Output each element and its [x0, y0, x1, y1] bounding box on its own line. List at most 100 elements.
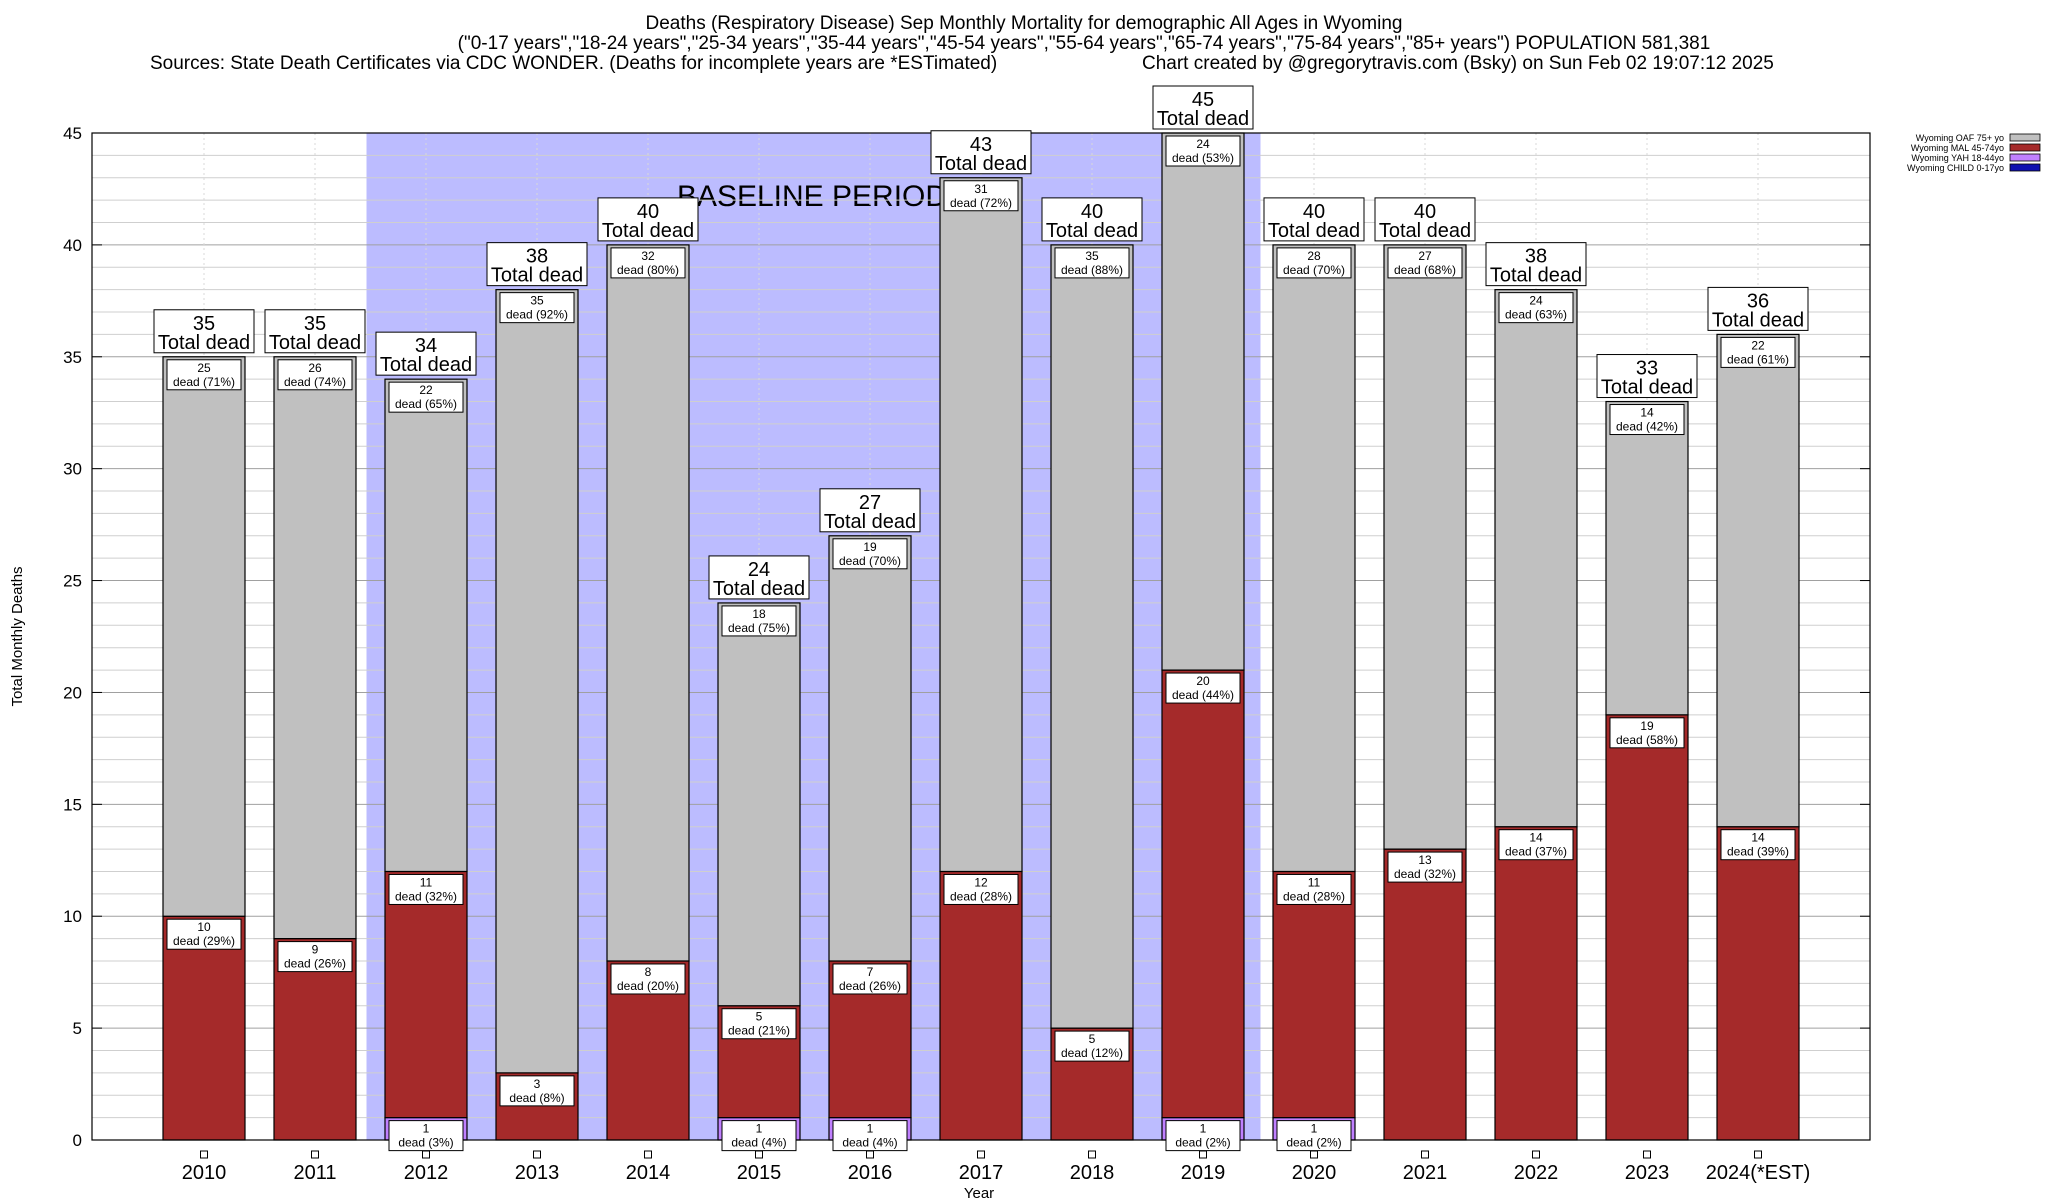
chart-title: Deaths (Respiratory Disease) Sep Monthly… — [645, 13, 1403, 34]
legend-swatch — [2009, 153, 2041, 162]
segment-percent: dead (74%) — [284, 375, 346, 389]
segment-value: 12 — [974, 875, 988, 889]
bar-segment-2019-2 — [1161, 669, 1245, 1119]
bar-segment-2010-2 — [162, 915, 246, 1141]
segment-percent: dead (68%) — [1394, 263, 1456, 277]
segment-label-box — [1609, 404, 1685, 436]
total-label-box — [597, 197, 699, 242]
total-value: 27 — [859, 492, 881, 514]
x-tick-label: 2019 — [1181, 1162, 1226, 1184]
segment-label-box — [1276, 247, 1352, 279]
y-tick-label: 5 — [73, 1019, 82, 1038]
x-tick-label: 2022 — [1514, 1162, 1559, 1184]
total-text: Total dead — [1712, 309, 1804, 331]
segment-value: 9 — [312, 943, 319, 957]
segment-value: 11 — [1308, 875, 1321, 889]
segment-percent: dead (8%) — [509, 1091, 564, 1105]
bar-segment-2017-3 — [939, 177, 1023, 873]
segment-percent: dead (37%) — [1505, 845, 1567, 859]
x-tick-marker — [200, 1150, 208, 1159]
segment-percent: dead (28%) — [1283, 889, 1345, 903]
bars — [162, 132, 1800, 1141]
total-value: 40 — [1303, 201, 1325, 223]
total-value: 40 — [1414, 201, 1436, 223]
segment-label-box — [1276, 873, 1352, 905]
x-tick-label: 2016 — [848, 1162, 893, 1184]
total-text: Total dead — [935, 153, 1027, 175]
segment-percent: dead (58%) — [1616, 733, 1678, 747]
total-value: 38 — [526, 246, 548, 268]
total-text: Total dead — [824, 511, 916, 533]
segment-percent: dead (32%) — [395, 889, 457, 903]
segment-value: 10 — [197, 920, 211, 934]
segment-label-box — [832, 963, 908, 995]
segment-percent: dead (44%) — [1172, 688, 1234, 702]
total-label-box — [1596, 354, 1698, 399]
x-tick-label: 2013 — [515, 1162, 560, 1184]
bar-segment-2011-3 — [273, 356, 357, 940]
segment-percent: dead (75%) — [728, 621, 790, 635]
y-tick-label: 40 — [63, 236, 82, 255]
segment-percent: dead (80%) — [617, 263, 679, 277]
x-tick-marker — [1532, 1150, 1540, 1159]
segment-percent: dead (12%) — [1061, 1046, 1123, 1060]
segment-value: 22 — [419, 383, 433, 397]
bar-segment-2018-3 — [1050, 244, 1134, 1029]
total-label-box — [1374, 197, 1476, 242]
x-tick-marker — [866, 1150, 874, 1159]
total-value: 38 — [1525, 246, 1547, 268]
total-text: Total dead — [1268, 220, 1360, 242]
x-axis-label: Year — [964, 1185, 994, 1200]
total-value: 35 — [304, 313, 326, 335]
segment-label-box — [943, 180, 1019, 212]
total-text: Total dead — [1379, 220, 1471, 242]
x-tick-label: 2010 — [182, 1162, 227, 1184]
segment-label-box — [1387, 851, 1463, 883]
bar-segment-2020-3 — [1272, 244, 1356, 873]
segment-label-box — [943, 873, 1019, 905]
segment-label-box — [721, 605, 797, 637]
y-tick-label: 30 — [63, 460, 82, 479]
segment-label-box — [1054, 247, 1130, 279]
x-tick-label: 2017 — [959, 1162, 1004, 1184]
x-tick-marker — [1088, 1150, 1096, 1159]
legend-swatch — [2009, 163, 2041, 172]
x-tick-label: 2020 — [1292, 1162, 1337, 1184]
x-tick-marker — [644, 1150, 652, 1159]
segment-percent: dead (88%) — [1061, 263, 1123, 277]
total-value: 43 — [970, 134, 992, 156]
total-text: Total dead — [158, 332, 250, 354]
segment-percent: dead (3%) — [398, 1136, 453, 1150]
segment-value: 22 — [1751, 338, 1765, 352]
segment-label-box — [832, 538, 908, 570]
total-label-box — [1707, 286, 1809, 331]
segment-label-box — [1720, 829, 1796, 861]
segment-label-box — [832, 1120, 908, 1152]
segment-percent: dead (32%) — [1394, 867, 1456, 881]
segment-value: 35 — [1085, 249, 1099, 263]
x-tick-label: 2012 — [404, 1162, 449, 1184]
total-text: Total dead — [1157, 108, 1249, 130]
total-value: 36 — [1747, 290, 1769, 312]
segment-percent: dead (65%) — [395, 397, 457, 411]
segment-percent: dead (4%) — [731, 1136, 786, 1150]
